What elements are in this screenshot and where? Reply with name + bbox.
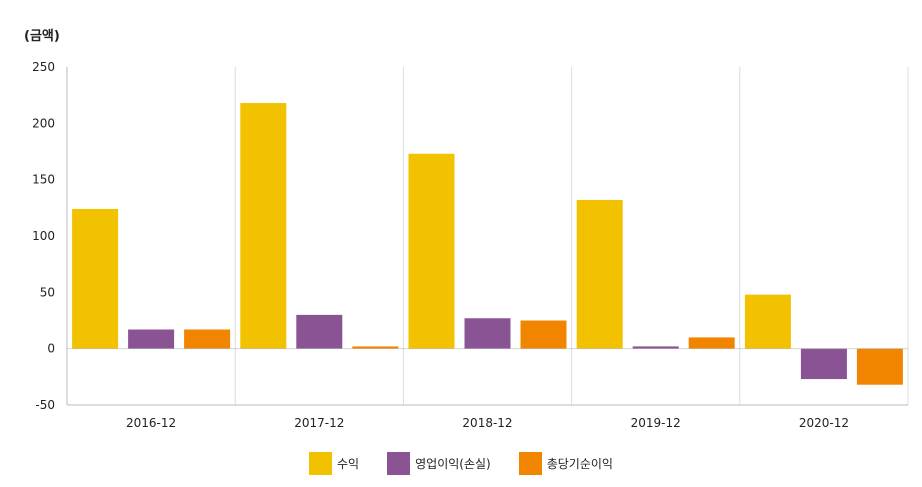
bar (688, 337, 735, 349)
x-tick-label: 2020-12 (799, 416, 849, 430)
bars-layer (67, 103, 908, 385)
legend-item[interactable]: 영업이익(손실) (387, 451, 491, 475)
y-tick-label: 100 (32, 229, 55, 243)
legend-swatch (518, 451, 542, 475)
bar (72, 208, 119, 349)
grid-layer (234, 67, 909, 405)
legend-label: 총당기순이익 (546, 456, 613, 471)
bar (744, 294, 791, 349)
bar (240, 103, 287, 349)
legend-swatch (309, 451, 333, 475)
legend-swatch (387, 451, 411, 475)
legend-label: 수익 (337, 456, 360, 471)
bar (352, 346, 399, 349)
y-tick-label: -50 (35, 398, 55, 412)
bar (464, 318, 511, 349)
x-tick-label: 2016-12 (126, 416, 176, 430)
legend-label: 영업이익(손실) (415, 456, 491, 471)
bar (128, 329, 175, 349)
y-tick-label: 150 (32, 173, 55, 187)
ticks-layer: 250 200 150 100 50 0 -50 2016-12 2017-12 2018-12 2… (32, 60, 849, 430)
x-tick-label: 2018-12 (462, 416, 512, 430)
bar (520, 320, 567, 349)
axis-layer (66, 67, 908, 406)
legend-item[interactable]: 총당기순이익 (518, 451, 613, 475)
bar (184, 329, 231, 349)
y-axis-unit-label: (금액) (24, 29, 60, 44)
y-tick-label: 200 (32, 116, 55, 130)
bar (296, 314, 343, 349)
bar (576, 199, 623, 349)
bar (800, 348, 847, 380)
y-tick-label: 50 (40, 285, 55, 299)
y-tick-label: 250 (32, 60, 55, 74)
bar (632, 346, 679, 349)
bar (856, 348, 903, 385)
bar (408, 153, 455, 349)
x-tick-label: 2017-12 (294, 416, 344, 430)
legend: 수익 영업이익(손실) 총당기순이익 (0, 449, 922, 477)
x-tick-label: 2019-12 (631, 416, 681, 430)
legend-item[interactable]: 수익 (309, 451, 360, 475)
y-tick-label: 0 (47, 342, 55, 356)
